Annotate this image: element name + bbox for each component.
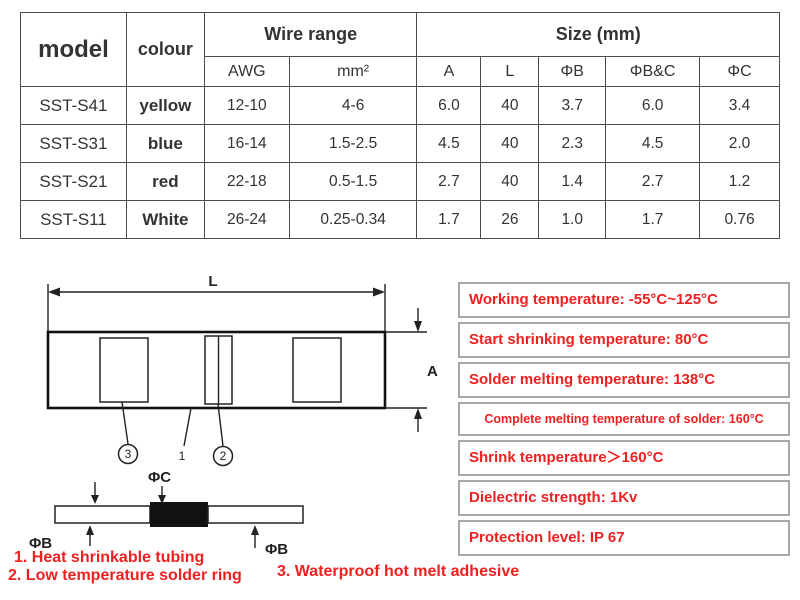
legend-heat-shrinkable-tubing: 1. Heat shrinkable tubing (14, 549, 205, 566)
spec-shrink-temperature: Shrink temperature＞160°C (458, 440, 790, 476)
cell-phi-c: 2.0 (699, 124, 780, 163)
cell-mm2: 0.5-1.5 (288, 162, 418, 201)
table-row: SST-S41 yellow 12-10 4-6 6.0 40 3.7 6.0 … (20, 86, 780, 125)
cell-phi-bc: 2.7 (605, 162, 701, 201)
arrow-down-icon (414, 321, 422, 332)
spec-protection-level: Protection level: IP 67 (458, 520, 790, 556)
header-l: L (480, 56, 540, 87)
cell-a: 4.5 (416, 124, 482, 163)
cell-model: SST-S11 (20, 200, 127, 239)
spec-table: model colour Wire range Size (mm) AWG mm… (20, 12, 780, 239)
arrow-up-icon (414, 408, 422, 419)
cell-phi-b: 1.0 (538, 200, 607, 239)
cell-colour: blue (125, 124, 205, 163)
cell-a: 1.7 (416, 200, 482, 239)
leader-3 (121, 401, 129, 445)
label-phi-c: ΦC (148, 469, 171, 486)
leader-2 (217, 403, 224, 447)
cell-mm2: 1.5-2.5 (288, 124, 418, 163)
cell-awg: 26-24 (203, 200, 290, 239)
splice-right-segment (207, 505, 304, 524)
callout-circle-3 (117, 443, 139, 465)
header-phi-c: ΦC (699, 56, 780, 87)
adhesive-ring-left (99, 337, 149, 403)
spec-dielectric-strength: Dielectric strength: 1Kv (458, 480, 790, 516)
arrow-phi-b-left-icon (86, 525, 94, 535)
cell-phi-bc: 1.7 (605, 200, 701, 239)
header-model: model (20, 12, 127, 87)
cell-a: 2.7 (416, 162, 482, 201)
header-awg: AWG (203, 56, 290, 87)
cell-l: 40 (480, 86, 540, 125)
label-phi-b-left: ΦB (29, 535, 52, 552)
legend-low-temp-solder-ring: 2. Low temperature solder ring (8, 567, 242, 584)
cell-mm2: 4-6 (288, 86, 418, 125)
arrow-phi-c-icon (158, 495, 166, 504)
cell-model: SST-S21 (20, 162, 127, 201)
arrow-right-icon (373, 287, 385, 297)
arrow-left-icon (48, 287, 60, 297)
cell-model: SST-S31 (20, 124, 127, 163)
cell-awg: 12-10 (203, 86, 290, 125)
callout-1: 1 (179, 449, 186, 463)
connector-diagram: L A 3 1 2 ΦC ΦB (15, 268, 455, 568)
table-row: SST-S31 blue 16-14 1.5-2.5 4.5 40 2.3 4.… (20, 124, 780, 163)
legend-waterproof-hot-melt: 3. Waterproof hot melt adhesive (277, 563, 520, 580)
leader-1 (183, 407, 192, 447)
cell-colour: yellow (125, 86, 205, 125)
spec-complete-melting-temp: Complete melting temperature of solder: … (458, 402, 790, 436)
spec-solder-melting-temp: Solder melting temperature: 138°C (458, 362, 790, 398)
cell-colour: White (125, 200, 205, 239)
arrow-left-seg-icon (91, 495, 99, 504)
cell-phi-bc: 4.5 (605, 124, 701, 163)
header-size: Size (mm) (416, 12, 780, 57)
header-wire-range: Wire range (203, 12, 418, 57)
spec-panel: Working temperature: -55°C~125°C Start s… (458, 282, 790, 560)
splice-middle-segment (150, 502, 208, 527)
cell-awg: 16-14 (203, 124, 290, 163)
cell-l: 40 (480, 162, 540, 201)
cell-phi-b: 3.7 (538, 86, 607, 125)
cell-a: 6.0 (416, 86, 482, 125)
cell-colour: red (125, 162, 205, 201)
arrow-phi-b-right-icon (251, 525, 259, 535)
cell-phi-c: 1.2 (699, 162, 780, 201)
cell-phi-b: 1.4 (538, 162, 607, 201)
spec-working-temperature: Working temperature: -55°C~125°C (458, 282, 790, 318)
callout-circle-2 (212, 445, 234, 467)
table-row: SST-S21 red 22-18 0.5-1.5 2.7 40 1.4 2.7… (20, 162, 780, 201)
cell-l: 40 (480, 124, 540, 163)
adhesive-ring-right (292, 337, 342, 403)
dim-label-a: A (427, 363, 438, 380)
dim-label-l: L (208, 273, 217, 290)
callout-3: 3 (125, 447, 132, 461)
cell-phi-b: 2.3 (538, 124, 607, 163)
header-a: A (416, 56, 482, 87)
connector-diagram-svg: L A 3 1 2 ΦC ΦB (29, 273, 438, 558)
header-phi-b: ΦB (538, 56, 607, 87)
callout-2: 2 (220, 449, 227, 463)
table-row: SST-S11 White 26-24 0.25-0.34 1.7 26 1.0… (20, 200, 780, 239)
header-phi-bc: ΦB&C (605, 56, 701, 87)
cell-awg: 22-18 (203, 162, 290, 201)
cell-phi-c: 3.4 (699, 86, 780, 125)
header-mm2: mm² (288, 56, 418, 87)
cell-phi-c: 0.76 (699, 200, 780, 239)
header-colour: colour (125, 12, 205, 87)
cell-l: 26 (480, 200, 540, 239)
cell-phi-bc: 6.0 (605, 86, 701, 125)
spec-start-shrinking-temp: Start shrinking temperature: 80°C (458, 322, 790, 358)
cell-mm2: 0.25-0.34 (288, 200, 418, 239)
splice-left-segment (54, 505, 151, 524)
label-phi-b-right: ΦB (265, 541, 288, 558)
cell-model: SST-S41 (20, 86, 127, 125)
